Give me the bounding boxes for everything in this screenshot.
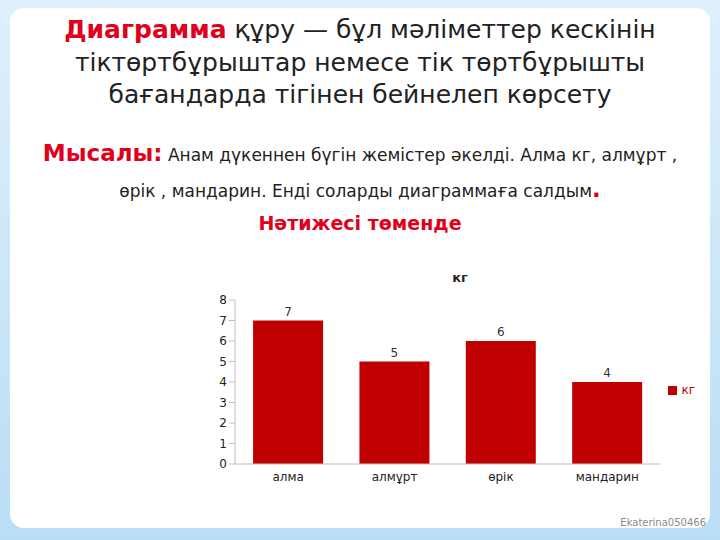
html-text:Нәтижесі төменде: Нәтижесі төменде: [258, 212, 462, 235]
svg-text:алма: алма: [272, 470, 303, 484]
svg-text:8: 8: [219, 293, 227, 307]
svg-text:3: 3: [219, 396, 227, 410]
html-text:кг: кг: [452, 270, 468, 285]
html-text:Ekaterina050466: Ekaterina050466: [620, 517, 706, 528]
svg-text:7: 7: [219, 314, 227, 328]
svg-text:6: 6: [219, 334, 227, 348]
svg-text:алмұрт: алмұрт: [372, 470, 418, 484]
svg-text:1: 1: [219, 437, 227, 451]
html-text:Мысалы:Анам дүкеннен бүгін жем: Мысалы:Анам дүкеннен бүгін жемістер әкел…: [42, 140, 678, 202]
svg-text:өрік: өрік: [488, 470, 514, 484]
svg-text:7: 7: [284, 305, 292, 319]
svg-text:4: 4: [603, 366, 611, 380]
svg-text:мандарин: мандарин: [576, 470, 639, 484]
svg-text:2: 2: [219, 416, 227, 430]
svg-text:4: 4: [219, 375, 227, 389]
svg-text:5: 5: [219, 355, 227, 369]
svg-text:0: 0: [219, 457, 227, 471]
html-text:кг: кг: [681, 383, 695, 397]
svg-text:6: 6: [497, 325, 505, 339]
svg-text:5: 5: [391, 346, 399, 360]
html-text:Диаграмма құру — бұл мәліметте: Диаграмма құру — бұл мәліметтер кескінін…: [64, 15, 656, 109]
